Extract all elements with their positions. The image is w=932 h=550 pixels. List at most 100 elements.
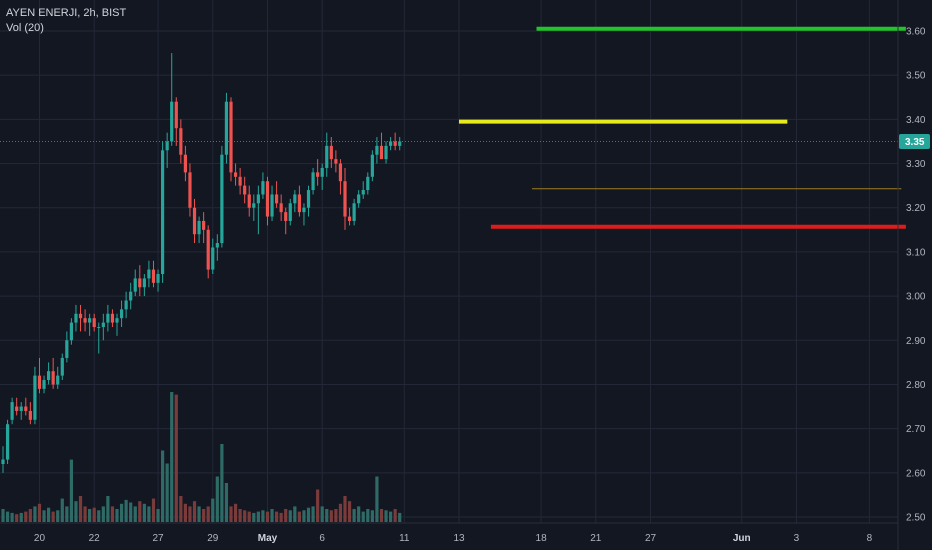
volume-bar xyxy=(42,510,46,522)
volume-indicator-label[interactable]: Vol (20) xyxy=(6,22,44,34)
volume-bar xyxy=(398,512,402,522)
volume-bar xyxy=(19,512,23,522)
volume-bar xyxy=(284,509,288,522)
candle xyxy=(97,322,101,354)
time-tick-label: Jun xyxy=(733,533,751,544)
grid xyxy=(0,0,898,523)
volume-bars xyxy=(1,392,402,522)
volume-bar xyxy=(320,506,324,522)
volume-bar xyxy=(183,503,187,522)
candle xyxy=(261,172,265,199)
volume-bar xyxy=(188,506,192,522)
candle-body xyxy=(110,313,115,323)
candle xyxy=(211,238,215,274)
volume-bar xyxy=(28,509,32,522)
candle xyxy=(398,137,402,151)
candle-body xyxy=(78,313,83,319)
volume-bar xyxy=(78,496,83,522)
price-axis[interactable]: 2.50 2.60 2.70 2.80 2.90 3.00 3.10 3.20 3.30 3.40… xyxy=(906,27,926,524)
candle-body xyxy=(306,190,311,208)
candle xyxy=(69,318,73,345)
candle xyxy=(279,194,283,221)
volume-bar xyxy=(338,503,343,522)
candle-body xyxy=(197,220,201,235)
volume-bar xyxy=(325,509,329,522)
candle xyxy=(352,198,356,226)
candle-body xyxy=(106,313,110,323)
volume-bar xyxy=(69,459,73,522)
time-tick-label: 29 xyxy=(207,533,219,544)
candle-body xyxy=(42,380,46,389)
candle xyxy=(375,137,379,164)
time-axis[interactable]: 20 22 27 29 May 6 11 13 18 21 27 Jun 3 8 xyxy=(34,533,873,544)
candle xyxy=(147,260,151,288)
candle-body xyxy=(133,278,137,292)
volume-bar xyxy=(197,506,201,522)
candle-body xyxy=(124,300,128,310)
candle-body xyxy=(229,101,233,173)
candle xyxy=(233,163,238,186)
candles xyxy=(1,53,402,473)
volume-bar xyxy=(170,392,174,522)
last-price-tag: 3.35 xyxy=(899,133,930,149)
candle-body xyxy=(165,141,169,151)
candle-body xyxy=(24,406,28,411)
volume-bar xyxy=(220,444,224,522)
candle-body xyxy=(202,220,206,230)
candle xyxy=(224,92,229,164)
volume-bar xyxy=(156,509,160,522)
price-tick-label: 3.30 xyxy=(906,159,926,170)
candle xyxy=(33,366,37,425)
candle-body xyxy=(92,318,96,328)
horizontal-levels[interactable] xyxy=(459,26,906,229)
candle xyxy=(247,185,251,217)
candle xyxy=(357,190,361,208)
candle xyxy=(293,190,297,213)
volume-bar xyxy=(133,506,137,522)
candle xyxy=(78,304,83,332)
candle-body xyxy=(170,101,174,142)
volume-bar xyxy=(215,476,219,522)
volume-bar xyxy=(389,511,393,522)
candle-body xyxy=(393,141,397,146)
candle xyxy=(384,141,388,164)
volume-bar xyxy=(5,511,10,522)
candle-body xyxy=(256,194,260,204)
volume-bar xyxy=(357,506,361,522)
volume-bar xyxy=(393,509,397,522)
candle xyxy=(5,419,10,464)
candle xyxy=(297,185,301,217)
candle xyxy=(243,176,247,204)
candle xyxy=(347,207,352,226)
volume-bar xyxy=(142,503,146,522)
volume-bar xyxy=(316,489,320,522)
candle xyxy=(60,353,64,381)
candle-body xyxy=(83,318,87,323)
candle xyxy=(320,163,324,191)
volume-bar xyxy=(83,506,87,522)
symbol-title[interactable]: AYEN ENERJI, 2h, BIST xyxy=(6,7,127,19)
candle xyxy=(343,167,347,230)
volume-bar xyxy=(88,509,92,522)
candle xyxy=(37,357,42,394)
price-tick-label: 2.90 xyxy=(906,336,926,347)
candle-body xyxy=(279,203,283,213)
candle xyxy=(165,132,169,168)
candle xyxy=(156,269,160,292)
candle-body xyxy=(188,172,192,208)
candle-body xyxy=(243,185,247,195)
candle-body xyxy=(161,150,165,274)
candle xyxy=(47,362,51,385)
candle-body xyxy=(10,402,14,420)
candle xyxy=(288,198,292,226)
volume-bar xyxy=(206,506,210,522)
volume-bar xyxy=(247,511,251,522)
candle-body xyxy=(220,154,224,244)
price-tick-label: 3.20 xyxy=(906,203,926,214)
volume-bar xyxy=(124,499,128,522)
candle-body xyxy=(288,203,292,221)
candle xyxy=(142,274,146,297)
volume-bar xyxy=(115,509,119,522)
